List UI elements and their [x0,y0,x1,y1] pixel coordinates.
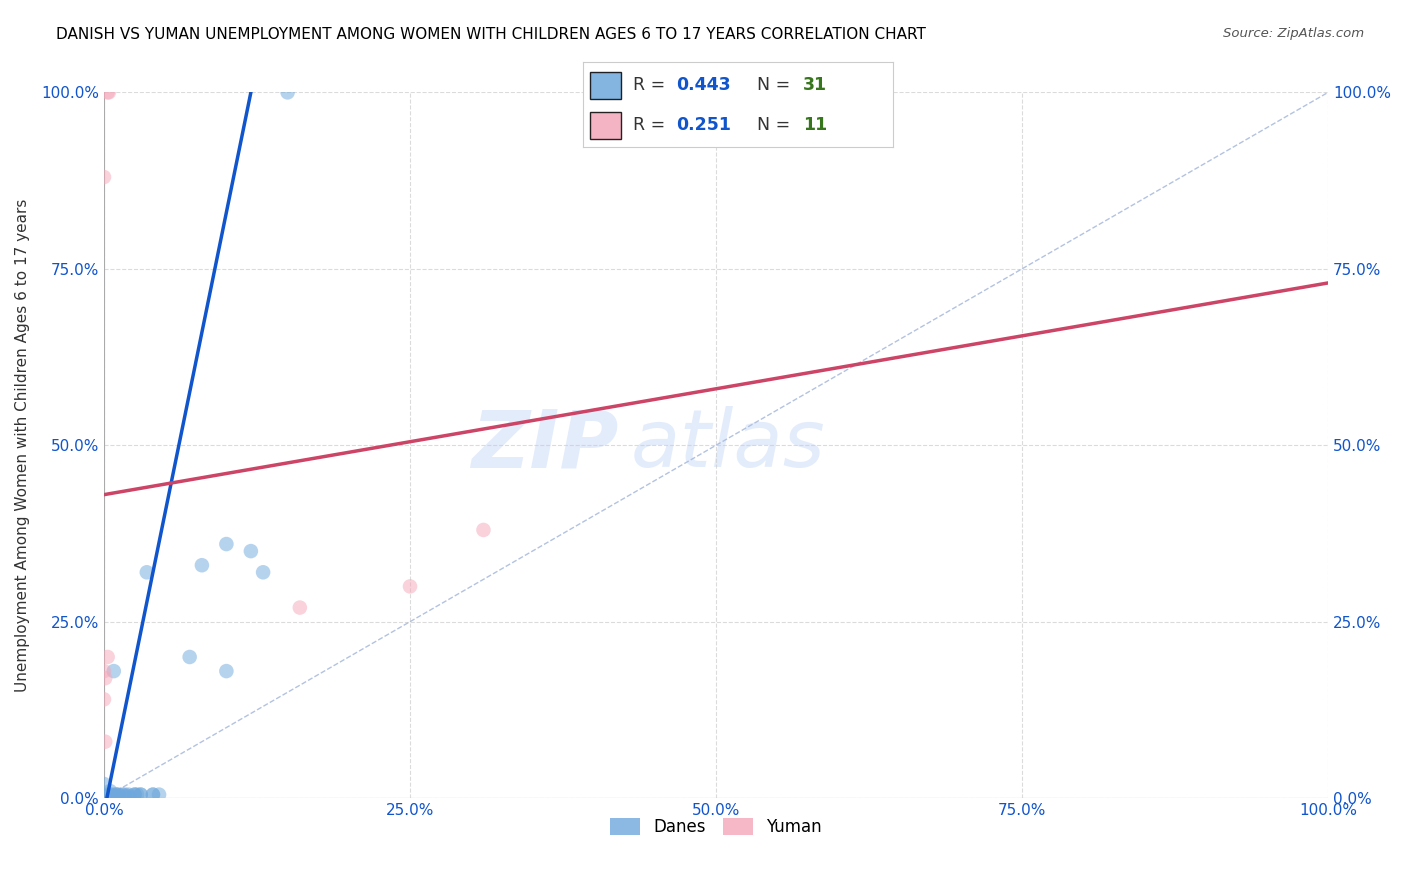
Point [117,788,139,802]
Point [142,788,165,802]
Point [117,789,139,803]
Point [93,169,115,184]
Point [98,788,121,802]
Point [114,789,136,803]
Point [129,788,152,802]
Point [114,788,136,802]
Point [105,788,128,802]
Point [107,789,129,803]
Point [97,788,120,802]
Point [93,692,115,706]
Point [111,788,134,802]
Point [215,664,238,678]
FancyBboxPatch shape [589,112,620,139]
Point [93,664,115,678]
Point [142,788,165,802]
Point [239,544,262,558]
Text: 0.443: 0.443 [676,77,731,95]
Text: Source: ZipAtlas.com: Source: ZipAtlas.com [1223,27,1364,40]
Text: atlas: atlas [630,406,825,484]
Point [595,86,617,100]
Point [399,579,422,593]
Point [252,566,274,580]
Text: R =: R = [633,116,671,134]
Text: 31: 31 [803,77,827,95]
Point [135,566,157,580]
Point [97,650,120,665]
Point [97,86,120,100]
Point [101,788,124,802]
Point [124,788,146,802]
Point [179,650,201,665]
Point [277,86,299,100]
Text: N =: N = [756,116,796,134]
Point [148,788,170,802]
Point [107,788,129,802]
Text: 0.251: 0.251 [676,116,731,134]
Point [129,788,152,802]
Point [94,671,117,685]
Text: N =: N = [756,77,796,95]
Point [103,664,125,678]
Point [124,788,146,802]
Legend: Danes, Yuman: Danes, Yuman [603,811,828,843]
Point [94,734,117,748]
Point [93,777,115,791]
Point [98,784,121,798]
Text: ZIP: ZIP [471,406,619,484]
Point [191,558,214,573]
Point [215,537,238,551]
Y-axis label: Unemployment Among Women with Children Ages 6 to 17 years: Unemployment Among Women with Children A… [15,199,30,692]
Point [97,86,120,100]
Text: R =: R = [633,77,671,95]
Text: DANISH VS YUMAN UNEMPLOYMENT AMONG WOMEN WITH CHILDREN AGES 6 TO 17 YEARS CORREL: DANISH VS YUMAN UNEMPLOYMENT AMONG WOMEN… [56,27,927,42]
FancyBboxPatch shape [589,71,620,99]
Point [105,788,128,802]
Point [288,600,311,615]
Text: 11: 11 [803,116,827,134]
Point [472,523,495,537]
Point [125,788,148,802]
